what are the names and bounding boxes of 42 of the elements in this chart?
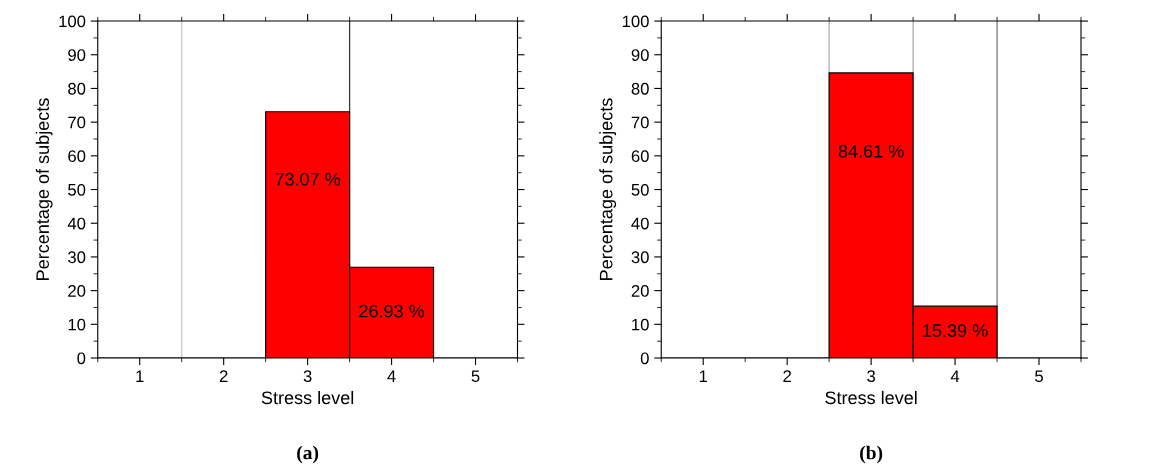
x-tick-label: 2 bbox=[783, 370, 791, 382]
y-tick-label: 20 bbox=[68, 285, 86, 297]
x-tick-label: 5 bbox=[471, 370, 480, 383]
y-tick-label: 40 bbox=[67, 217, 86, 230]
y-tick-label: 60 bbox=[68, 150, 86, 163]
y-tick-label: 80 bbox=[631, 82, 649, 95]
x-tick-label: 4 bbox=[387, 370, 396, 382]
y-tick-label: 30 bbox=[68, 251, 86, 264]
x-tick-label: 5 bbox=[1035, 370, 1043, 383]
y-tick-label: 0 bbox=[640, 352, 649, 365]
x-tick-label: 1 bbox=[699, 370, 708, 382]
y-tick-label: 0 bbox=[77, 352, 86, 365]
y-tick-label: 10 bbox=[68, 318, 86, 331]
x-tick-label: 2 bbox=[219, 370, 228, 382]
y-tick-label: 50 bbox=[68, 183, 86, 196]
x-tick-label: 3 bbox=[303, 370, 312, 383]
text: (a) bbox=[297, 445, 319, 464]
y-tick-label: 80 bbox=[68, 82, 86, 95]
y-tick-label: 70 bbox=[68, 116, 86, 129]
y-axis-title: Percentage of subjects bbox=[35, 98, 53, 280]
y-tick-label: 20 bbox=[631, 285, 649, 297]
y-tick-label: 50 bbox=[631, 183, 649, 196]
y-tick-label: 100 bbox=[622, 15, 649, 28]
y-tick-label: 10 bbox=[632, 318, 649, 331]
y-axis-title: Percentage of subjects bbox=[599, 98, 617, 280]
data-label: 73.07 % bbox=[275, 172, 341, 186]
text: (b) bbox=[860, 445, 883, 464]
data-label: 84.61 % bbox=[838, 144, 904, 158]
x-axis-title: Stress level bbox=[261, 390, 354, 405]
y-tick-label: 30 bbox=[631, 251, 649, 264]
x-tick-label: 3 bbox=[867, 370, 876, 383]
y-tick-label: 60 bbox=[631, 150, 649, 163]
y-tick-label: 70 bbox=[631, 116, 649, 129]
y-tick-label: 100 bbox=[59, 15, 86, 28]
y-tick-label: 90 bbox=[631, 49, 649, 61]
data-label: 26.93 % bbox=[359, 304, 425, 318]
x-tick-label: 4 bbox=[950, 370, 960, 382]
data-label: 15.39 % bbox=[923, 324, 988, 337]
x-axis-title: Stress level bbox=[825, 390, 917, 405]
y-tick-label: 40 bbox=[631, 217, 649, 230]
y-tick-label: 90 bbox=[68, 49, 86, 61]
x-tick-label: 1 bbox=[136, 370, 144, 382]
